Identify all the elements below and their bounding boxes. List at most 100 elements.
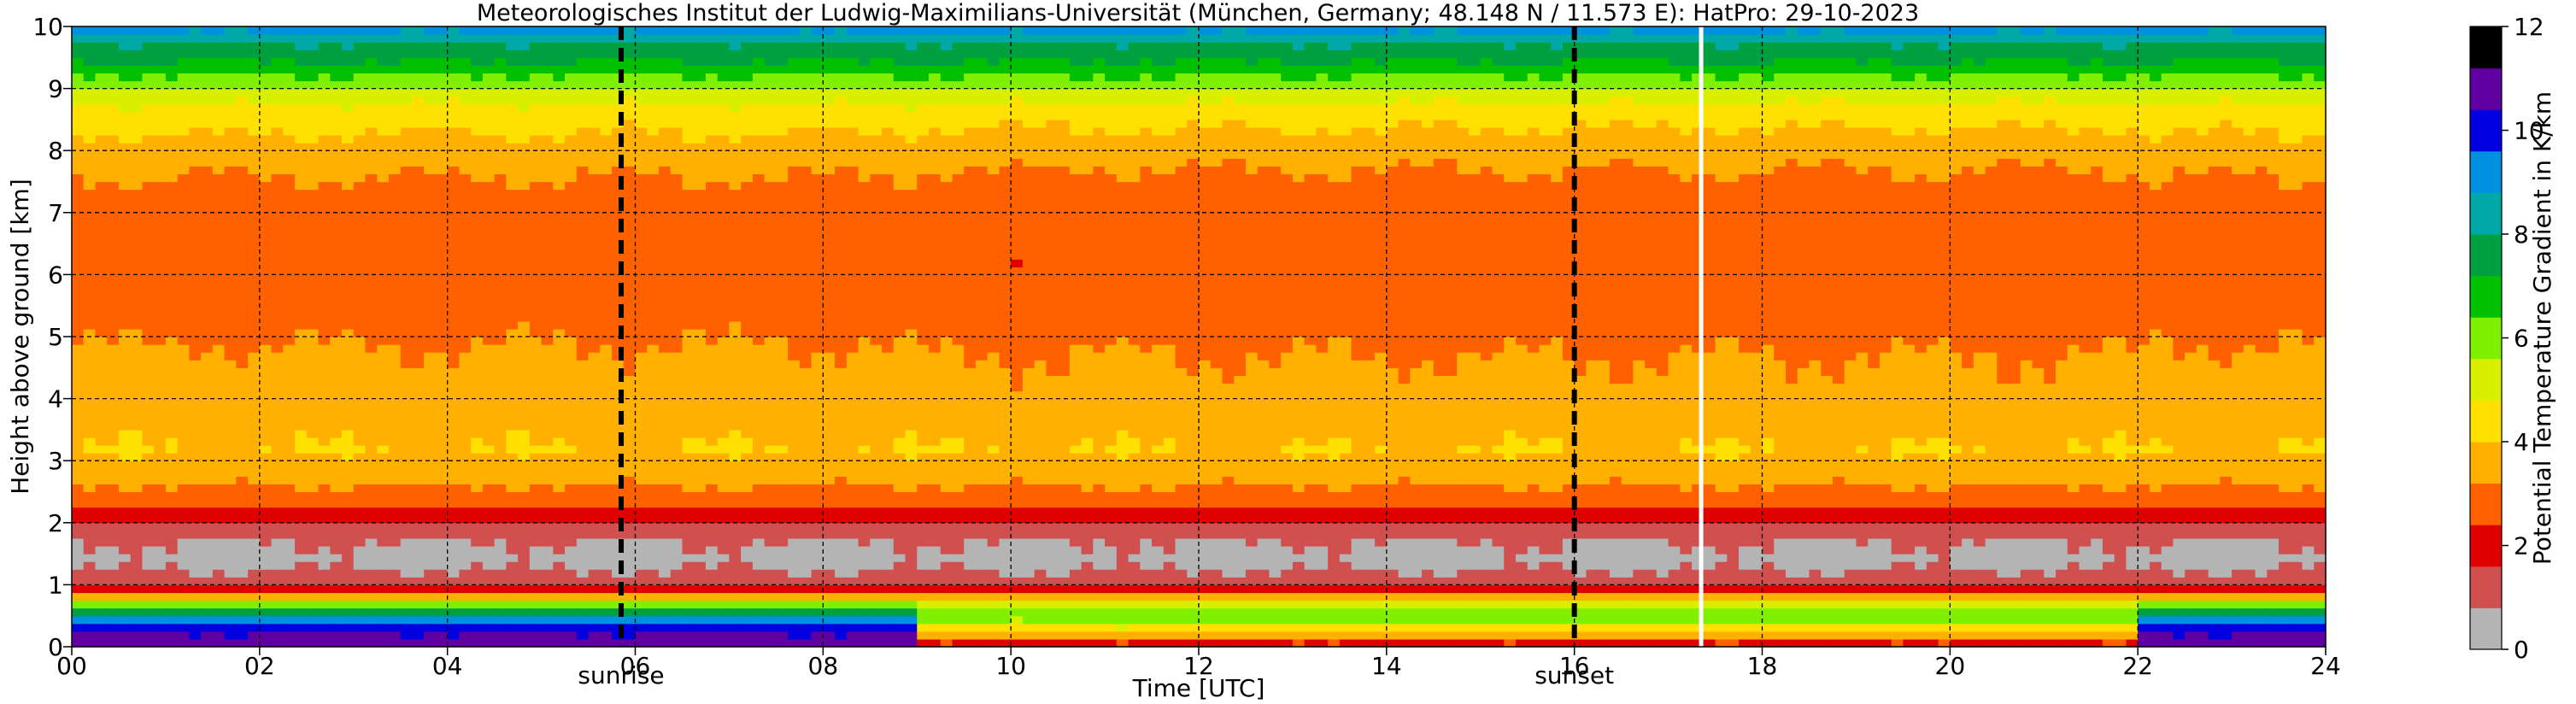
heatmap-cell: [412, 360, 425, 368]
heatmap-cell: [295, 305, 308, 314]
heatmap-cell: [318, 297, 331, 307]
heatmap-cell: [717, 274, 731, 284]
heatmap-cell: [259, 26, 273, 35]
heatmap-cell: [447, 181, 461, 191]
heatmap-cell: [447, 267, 461, 275]
heatmap-cell: [248, 282, 261, 291]
heatmap-cell: [658, 26, 672, 35]
heatmap-cell: [776, 638, 789, 648]
heatmap-cell: [83, 537, 97, 547]
heatmap-cell: [142, 383, 155, 392]
heatmap-cell: [612, 584, 625, 594]
heatmap-cell: [295, 204, 308, 214]
heatmap-cell: [177, 173, 190, 183]
heatmap-cell: [318, 375, 331, 384]
heatmap-cell: [189, 360, 202, 368]
heatmap-cell: [365, 537, 378, 547]
heatmap-cell: [788, 499, 801, 508]
heatmap-cell: [459, 337, 472, 345]
heatmap-cell: [435, 26, 449, 35]
heatmap-cell: [647, 274, 660, 284]
heatmap-cell: [670, 491, 684, 501]
heatmap-cell: [705, 530, 719, 539]
heatmap-cell: [224, 42, 237, 50]
heatmap-cell: [717, 352, 731, 361]
heatmap-cell: [212, 522, 226, 531]
heatmap-cell: [353, 158, 367, 167]
heatmap-cell: [377, 584, 390, 594]
heatmap-cell: [459, 42, 472, 50]
heatmap-cell: [342, 554, 355, 562]
heatmap-cell: [518, 274, 531, 284]
heatmap-cell: [447, 313, 461, 322]
heatmap-cell: [459, 398, 472, 408]
heatmap-cell: [471, 282, 484, 291]
heatmap-cell: [165, 360, 179, 368]
heatmap-cell: [600, 34, 613, 43]
heatmap-cell: [295, 344, 308, 353]
heatmap-cell: [295, 42, 308, 50]
heatmap-cell: [541, 328, 554, 337]
heatmap-cell: [518, 398, 531, 408]
heatmap-cell: [295, 96, 308, 105]
heatmap-cell: [459, 65, 472, 74]
heatmap-cell: [600, 126, 613, 136]
heatmap-cell: [764, 50, 777, 58]
heatmap-cell: [212, 491, 226, 501]
heatmap-cell: [623, 584, 637, 594]
heatmap-cell: [623, 522, 637, 531]
heatmap-cell: [236, 57, 249, 66]
heatmap-cell: [459, 111, 472, 120]
heatmap-cell: [388, 73, 402, 82]
heatmap-cell: [189, 150, 202, 159]
heatmap-cell: [717, 468, 731, 477]
heatmap-cell: [365, 522, 378, 531]
heatmap-cell: [318, 166, 331, 175]
heatmap-cell: [776, 26, 789, 35]
heatmap-cell: [95, 584, 108, 594]
heatmap-cell: [541, 251, 554, 260]
heatmap-cell: [635, 166, 648, 175]
heatmap-cell: [764, 367, 777, 376]
heatmap-cell: [95, 577, 108, 585]
heatmap-cell: [95, 111, 108, 120]
heatmap-cell: [412, 50, 425, 58]
heatmap-cell: [553, 80, 566, 90]
heatmap-cell: [729, 421, 742, 431]
heatmap-cell: [729, 297, 742, 307]
heatmap-cell: [72, 166, 85, 175]
heatmap-cell: [600, 383, 613, 392]
heatmap-cell: [752, 530, 766, 539]
heatmap-cell: [377, 126, 390, 136]
heatmap-cell: [541, 414, 554, 423]
heatmap-cell: [154, 638, 167, 648]
heatmap-cell: [295, 600, 308, 609]
heatmap-cell: [342, 65, 355, 74]
heatmap-cell: [201, 476, 214, 485]
heatmap-cell: [764, 126, 777, 136]
heatmap-cell: [424, 297, 437, 307]
heatmap-cell: [518, 468, 531, 477]
heatmap-cell: [424, 305, 437, 314]
heatmap-cell: [306, 491, 320, 501]
heatmap-cell: [482, 297, 496, 307]
heatmap-cell: [799, 600, 813, 609]
heatmap-cell: [776, 57, 789, 66]
heatmap-cell: [788, 227, 801, 237]
heatmap-cell: [365, 290, 378, 299]
heatmap-cell: [165, 267, 179, 275]
heatmap-cell: [482, 360, 496, 368]
heatmap-cell: [647, 507, 660, 516]
heatmap-cell: [518, 80, 531, 90]
heatmap-cell: [764, 88, 777, 97]
heatmap-cell: [107, 181, 120, 191]
heatmap-cell: [529, 421, 543, 431]
heatmap-cell: [236, 65, 249, 74]
heatmap-cell: [682, 584, 695, 594]
heatmap-cell: [435, 243, 449, 252]
heatmap-cell: [588, 344, 601, 353]
heatmap-cell: [588, 554, 601, 562]
heatmap-cell: [388, 546, 402, 554]
heatmap-cell: [154, 135, 167, 144]
heatmap-cell: [377, 461, 390, 469]
